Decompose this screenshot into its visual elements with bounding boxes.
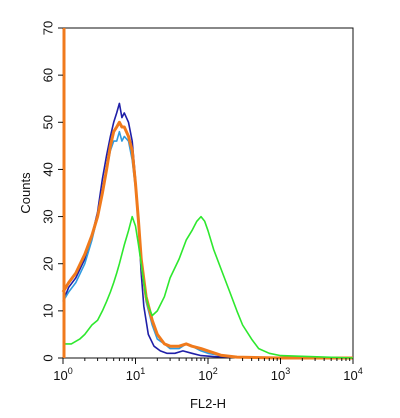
x-tick-label: 102 [198, 366, 217, 383]
x-tick-label: 104 [343, 366, 362, 383]
series-line-3 [61, 120, 353, 360]
x-tick-label: 101 [126, 366, 145, 383]
series-line-4 [63, 215, 354, 359]
y-tick-label: 20 [41, 256, 56, 270]
y-tick-label: 30 [41, 209, 56, 223]
x-tick-label: 103 [271, 366, 290, 383]
y-tick-label: 10 [41, 304, 56, 318]
y-axis-title: Counts [18, 172, 33, 214]
y-tick-label: 50 [41, 115, 56, 129]
x-axis-title: FL2-H [190, 396, 226, 411]
x-axis: 100 101 102 103 104 [53, 358, 363, 383]
y-tick-label: 70 [41, 21, 56, 35]
y-tick-label: 40 [41, 162, 56, 176]
y-tick-label: 60 [41, 68, 56, 82]
y-tick-label: 0 [41, 354, 56, 361]
plot-frame [62, 27, 354, 359]
y-axis: 0 10 20 30 40 50 60 70 [41, 21, 63, 362]
series-layer [61, 28, 354, 360]
x-tick-label: 100 [53, 366, 72, 383]
